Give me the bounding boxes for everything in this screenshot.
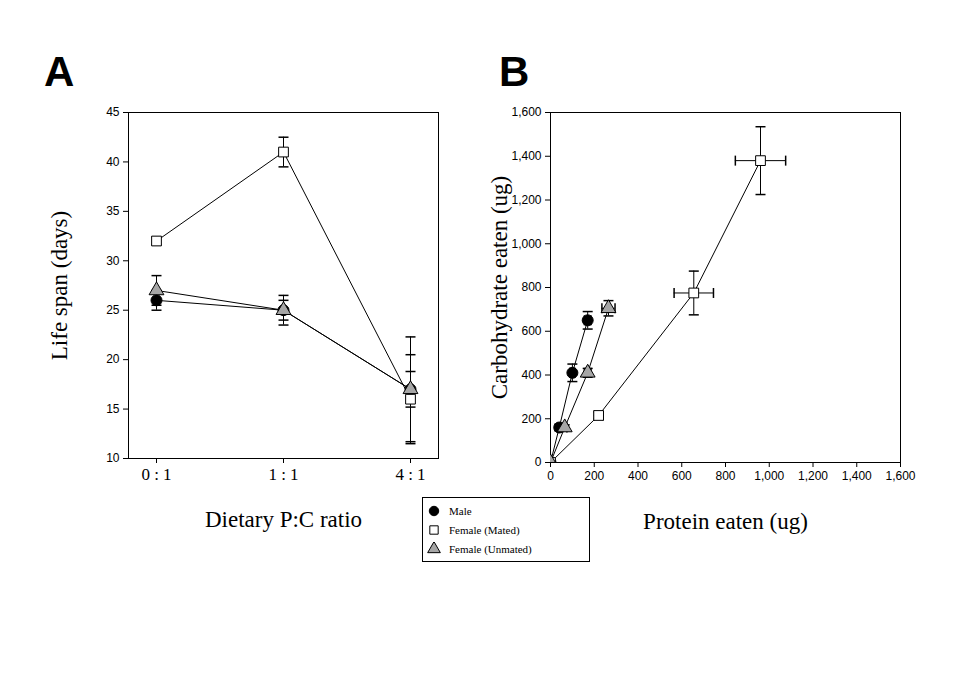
svg-text:1,600: 1,600 <box>885 469 915 483</box>
svg-text:40: 40 <box>106 155 120 169</box>
svg-text:1 : 1: 1 : 1 <box>268 465 298 484</box>
svg-text:35: 35 <box>106 204 120 218</box>
svg-text:400: 400 <box>628 469 648 483</box>
svg-text:800: 800 <box>521 280 541 294</box>
svg-text:400: 400 <box>521 368 541 382</box>
html-text:Female (Mated): Female (Mated) <box>449 523 520 536</box>
svg-text:0: 0 <box>547 469 554 483</box>
svg-text:1,000: 1,000 <box>511 237 541 251</box>
html-text:Female (Unmated): Female (Unmated) <box>449 542 532 555</box>
svg-text:0: 0 <box>535 455 542 469</box>
html-text:A: A <box>44 48 75 95</box>
svg-text:45: 45 <box>106 105 120 119</box>
svg-text:1,200: 1,200 <box>798 469 828 483</box>
svg-text:800: 800 <box>715 469 735 483</box>
svg-text:600: 600 <box>672 469 692 483</box>
svg-text:Life span (days): Life span (days) <box>47 211 72 360</box>
svg-text:Protein eaten (ug): Protein eaten (ug) <box>643 509 808 534</box>
svg-text:1,400: 1,400 <box>842 469 872 483</box>
svg-text:600: 600 <box>521 324 541 338</box>
svg-text:1,400: 1,400 <box>511 149 541 163</box>
svg-text:Carbohydrate eaten (ug): Carbohydrate eaten (ug) <box>487 176 512 400</box>
html-text:Male: Male <box>449 504 472 517</box>
svg-text:10: 10 <box>106 451 120 465</box>
svg-text:20: 20 <box>106 352 120 366</box>
svg-text:15: 15 <box>106 402 120 416</box>
svg-text:30: 30 <box>106 254 120 268</box>
html-text:B: B <box>499 48 530 95</box>
svg-text:Dietary P:C ratio: Dietary P:C ratio <box>205 507 362 532</box>
svg-text:200: 200 <box>584 469 604 483</box>
svg-text:1,000: 1,000 <box>754 469 784 483</box>
svg-text:1,200: 1,200 <box>511 193 541 207</box>
svg-text:200: 200 <box>521 412 541 426</box>
svg-text:25: 25 <box>106 303 120 317</box>
svg-text:0 : 1: 0 : 1 <box>141 465 171 484</box>
svg-text:1,600: 1,600 <box>511 105 541 119</box>
svg-text:4 : 1: 4 : 1 <box>395 465 425 484</box>
